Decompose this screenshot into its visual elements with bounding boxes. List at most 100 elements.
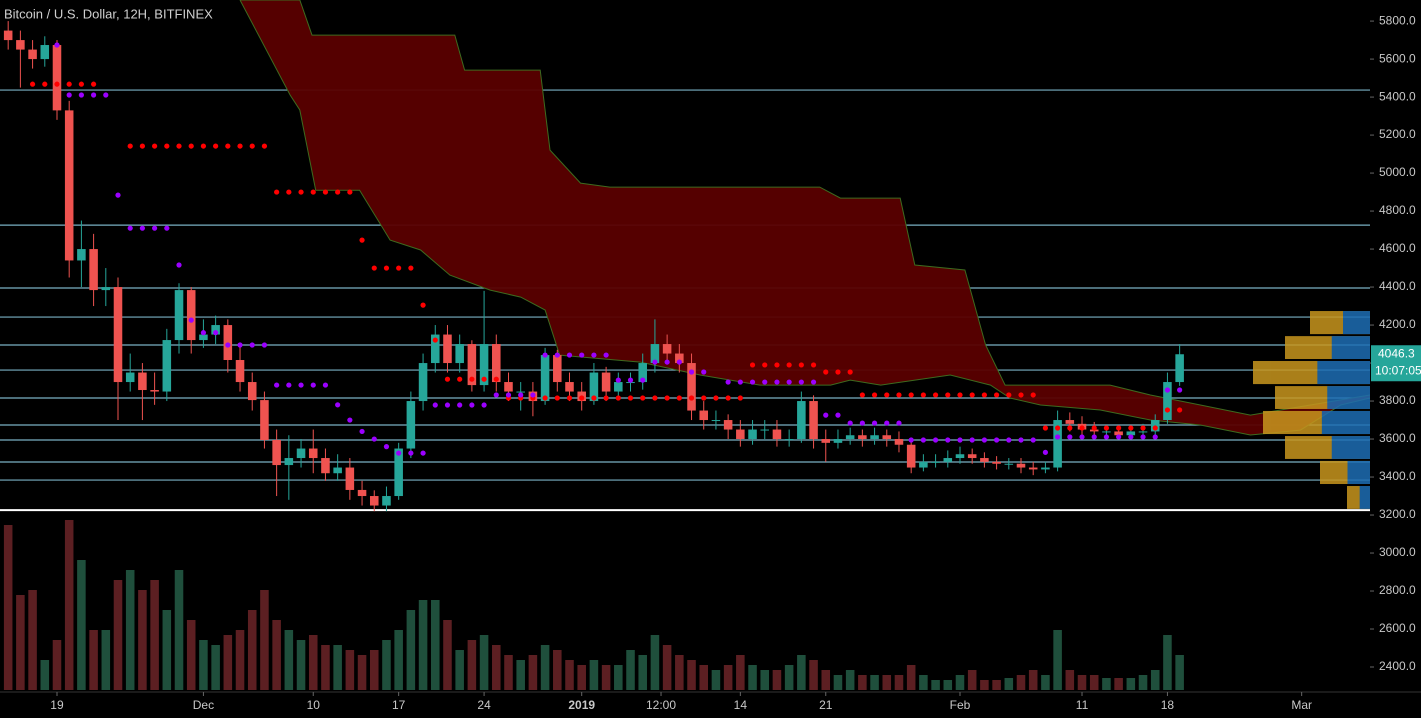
volume-bar xyxy=(1065,670,1075,690)
last-price-label: 4046.3 xyxy=(1378,346,1415,360)
sar-dot xyxy=(859,392,865,398)
sar-dot xyxy=(908,392,914,398)
volume-bar xyxy=(736,655,745,690)
sar-dot xyxy=(737,395,743,401)
x-tick-label: 2019 xyxy=(568,698,595,712)
sar-dot xyxy=(152,225,158,231)
sar-dot xyxy=(640,395,646,401)
sar-dot xyxy=(1152,425,1158,431)
sar-dot xyxy=(774,379,780,385)
sar-dot xyxy=(640,377,646,383)
candle-body xyxy=(64,110,74,261)
volume-bar xyxy=(1077,675,1087,690)
sar-dot xyxy=(725,379,731,385)
chart-title: Bitcoin / U.S. Dollar, 12H, BITFINEX xyxy=(4,6,213,21)
sar-dot xyxy=(481,402,487,408)
sar-dot xyxy=(335,402,341,408)
sar-dot xyxy=(29,81,36,87)
volume-bar xyxy=(1150,670,1160,690)
volume-bar xyxy=(40,660,50,690)
candle-body xyxy=(919,461,928,468)
candle-body xyxy=(1041,467,1050,470)
candle-body xyxy=(89,249,98,291)
sar-dot xyxy=(188,317,194,323)
sar-dot xyxy=(993,392,1000,398)
y-tick-label: 5800.0 xyxy=(1379,13,1416,27)
sar-dot xyxy=(579,395,585,401)
sar-dot xyxy=(420,302,426,308)
volume-bar xyxy=(235,630,245,690)
volume-bar xyxy=(540,645,550,690)
sar-dot xyxy=(786,379,792,385)
sar-dot xyxy=(993,437,1000,443)
sar-dot xyxy=(66,92,72,98)
candle-body xyxy=(443,334,452,364)
volume-bar xyxy=(931,680,940,690)
sar-dot xyxy=(322,189,329,195)
sar-dot xyxy=(225,143,231,149)
sar-dot xyxy=(591,352,597,358)
sar-dot xyxy=(298,189,304,195)
sar-dot xyxy=(591,395,597,401)
sar-dot xyxy=(932,437,939,443)
volume-bar xyxy=(443,620,452,690)
sar-dot xyxy=(615,395,621,401)
candle-body xyxy=(723,420,733,430)
x-tick-label: 18 xyxy=(1161,698,1175,712)
volume-bar xyxy=(321,645,330,690)
candle-body xyxy=(333,467,342,474)
volume-bar xyxy=(858,675,867,690)
y-tick-label: 3200.0 xyxy=(1379,507,1416,521)
y-tick-label: 2400.0 xyxy=(1379,659,1416,673)
sar-dot xyxy=(908,437,914,443)
candle-body xyxy=(125,372,135,383)
volume-bar xyxy=(894,675,904,690)
y-tick-label: 4600.0 xyxy=(1379,241,1416,255)
sar-dot xyxy=(127,225,133,231)
sar-dot xyxy=(835,412,841,418)
sar-dot xyxy=(810,379,817,385)
sar-dot xyxy=(652,395,658,401)
volume-profile-bar xyxy=(1310,311,1370,335)
volume-bar xyxy=(784,665,794,690)
sar-dot xyxy=(701,369,707,375)
candle-body xyxy=(418,363,428,402)
sar-dot xyxy=(969,437,975,443)
candle-body xyxy=(174,290,184,341)
sar-dot xyxy=(884,392,890,398)
sar-dot xyxy=(1030,437,1036,443)
candle-body xyxy=(77,249,86,261)
candle-body xyxy=(28,49,37,60)
sar-dot xyxy=(518,392,524,398)
sar-dot xyxy=(884,420,890,426)
volume-bar xyxy=(1016,675,1026,690)
sar-dot xyxy=(1018,392,1024,398)
sar-dot xyxy=(274,382,280,388)
sar-dot xyxy=(688,395,695,401)
last-price-tag xyxy=(1371,345,1421,382)
candle-body xyxy=(675,353,684,364)
candle-body xyxy=(406,401,416,449)
candle-body xyxy=(296,448,306,459)
candle-body xyxy=(16,40,25,50)
volume-profile-bar xyxy=(1320,460,1370,485)
candle-body xyxy=(784,439,794,441)
candle-body xyxy=(943,458,953,462)
y-tick-label: 3800.0 xyxy=(1379,393,1416,407)
volume-bar xyxy=(125,570,135,690)
sar-dot xyxy=(859,420,865,426)
volume-bar xyxy=(138,590,147,690)
sar-dot xyxy=(896,392,902,398)
candle-body xyxy=(894,439,904,445)
volume-bar xyxy=(1004,678,1014,690)
sar-dot xyxy=(1177,407,1183,413)
sar-dot xyxy=(1055,434,1061,440)
sar-dot xyxy=(652,359,658,365)
sar-dot xyxy=(420,450,426,456)
candle-body xyxy=(199,334,208,341)
volume-bar xyxy=(943,680,953,690)
sar-dot xyxy=(213,143,219,149)
volume-bar xyxy=(687,660,696,690)
sar-dot xyxy=(957,392,963,398)
